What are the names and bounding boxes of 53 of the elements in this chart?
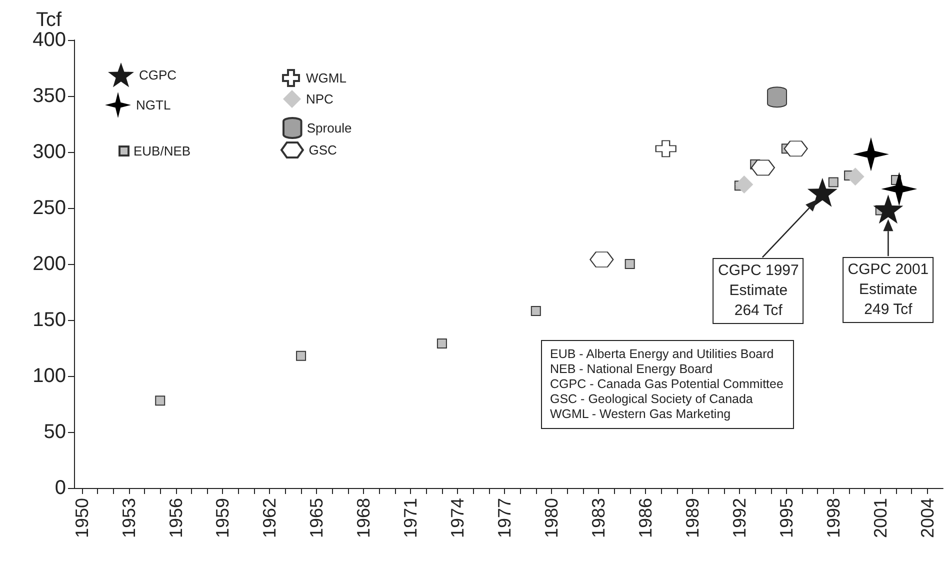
legend-label: NGTL (136, 98, 171, 112)
y-tick-label: 250 (32, 197, 66, 219)
point (436, 338, 447, 349)
x-tick-label: 1977 (494, 498, 515, 538)
x-tick-label: 1968 (354, 498, 374, 538)
annotation: EUB - Alberta Energy and Utilities Board NEB - National Energy Board CGPC - Canada Gas Potential Committee GSC - Geological Society of Canada WGML - Western Gas Marketing (541, 340, 794, 429)
x-tick-label: 1995 (776, 498, 796, 538)
y-tick-label: 0 (54, 477, 66, 499)
x-tick-label: 1965 (306, 498, 327, 538)
x-tick-label: 1962 (260, 498, 280, 538)
legend-label: EUB/NEB (134, 144, 191, 158)
point (655, 140, 676, 158)
y-tick-label: 50 (44, 421, 66, 443)
legend-label: GSC (308, 142, 337, 158)
point (155, 396, 166, 406)
annotation: CGPC 1997 Estimate 264 Tcf (712, 258, 804, 324)
point (530, 306, 541, 316)
x-tick-label: 1953 (118, 498, 139, 538)
point (296, 350, 306, 361)
x-tick-label: 2004 (917, 498, 938, 538)
point (846, 168, 864, 186)
x-tick-label: 2001 (870, 498, 890, 538)
x-tick-label: 1950 (72, 498, 92, 538)
y-tick-label: 200 (32, 253, 66, 275)
x-tick-label: 1980 (542, 498, 562, 538)
point (767, 86, 788, 108)
x-tick-label: 1974 (448, 498, 468, 538)
legend-label: WGML (306, 70, 346, 86)
point (873, 194, 904, 224)
x-tick-label: 1971 (400, 498, 421, 538)
x-tick-label: 1998 (823, 498, 844, 538)
y-tick-label: 350 (32, 85, 66, 107)
point (828, 177, 838, 188)
annotation: CGPC 2001 Estimate 249 Tcf (842, 257, 934, 324)
y-tick-label: 300 (32, 141, 66, 163)
legend-label: CGPC (139, 67, 177, 82)
point (624, 259, 635, 269)
point (852, 137, 889, 172)
x-tick-label: 1983 (588, 498, 609, 538)
x-tick-label: 1989 (682, 498, 702, 538)
y-tick-label: 150 (32, 309, 66, 331)
y-axis-title: Tcf (36, 9, 62, 32)
point (881, 172, 918, 206)
point (807, 178, 838, 207)
y-tick-label: 400 (32, 29, 66, 51)
legend-label: Sproule (306, 120, 352, 136)
legend-label: NPC (306, 92, 334, 106)
point (735, 175, 754, 194)
y-tick-label: 100 (32, 365, 66, 387)
x-tick-label: 1959 (212, 498, 233, 538)
x-tick-label: 1992 (729, 498, 750, 538)
x-tick-label: 1956 (166, 498, 186, 538)
x-tick-label: 1986 (636, 498, 656, 538)
